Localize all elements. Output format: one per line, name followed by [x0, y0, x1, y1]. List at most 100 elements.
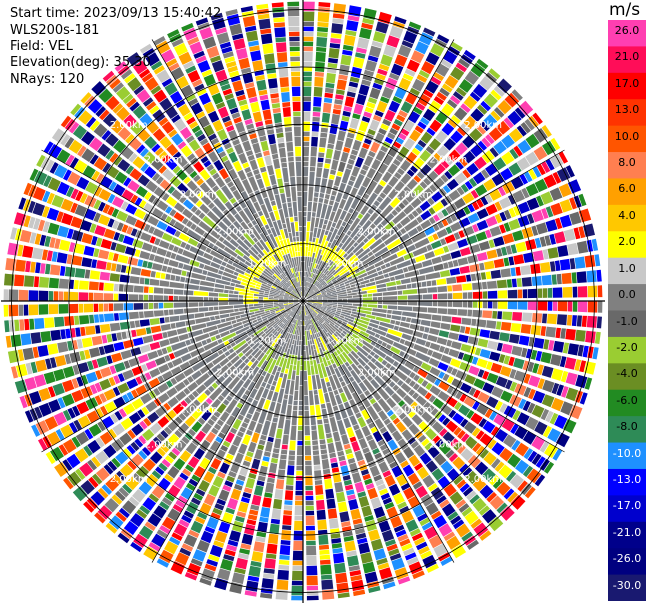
ppi-gate-cell: [383, 253, 398, 264]
ppi-gate-cell: [53, 368, 66, 382]
ppi-gate-cell: [171, 341, 187, 351]
ppi-gate-cell: [204, 526, 216, 534]
ppi-gate-cell: [477, 369, 485, 378]
ppi-gate-cell: [288, 232, 293, 243]
ppi-gate-cell: [343, 34, 356, 46]
ppi-gate-cell: [114, 362, 126, 373]
ppi-gate-cell: [453, 519, 465, 530]
ppi-gate-cell: [328, 133, 336, 145]
ppi-gate-cell: [254, 375, 265, 390]
ppi-gate-cell: [60, 198, 74, 212]
ppi-gate-cell: [414, 41, 429, 55]
ppi-gate-cell: [197, 511, 208, 520]
ppi-gate-cell: [174, 440, 187, 453]
ppi-gate-cell: [464, 436, 478, 449]
ppi-gate-cell: [208, 133, 217, 141]
ppi-gate-cell: [288, 334, 294, 349]
ppi-gate-cell: [505, 245, 513, 255]
ppi-gate-cell: [321, 287, 335, 294]
ppi-gate-cell: [236, 315, 251, 323]
ppi-gate-cell: [94, 395, 103, 406]
ppi-gate-cell: [34, 318, 45, 330]
ppi-gate-cell: [395, 529, 407, 538]
ppi-gate-cell: [75, 190, 84, 202]
ppi-gate-cell: [551, 397, 564, 412]
ppi-gate-cell: [452, 301, 463, 308]
ppi-gate-cell: [500, 390, 513, 403]
ppi-gate-cell: [342, 530, 353, 537]
ppi-gate-cell: [319, 549, 330, 555]
ppi-gate-cell: [493, 85, 505, 97]
ppi-gate-cell: [190, 347, 205, 358]
ppi-gate-cell: [105, 522, 118, 534]
ppi-gate-cell: [476, 358, 488, 369]
colorbar-tick-label: 13.0: [614, 103, 640, 117]
ppi-gate-cell: [270, 200, 276, 206]
ppi-gate-cell: [410, 275, 426, 283]
ppi-gate-cell: [313, 359, 319, 375]
ppi-gate-cell: [358, 438, 368, 450]
ppi-gate-cell: [381, 359, 388, 366]
ppi-gate-cell: [318, 320, 328, 333]
ppi-gate-cell: [317, 273, 325, 282]
ppi-gate-cell: [392, 384, 400, 392]
ppi-gate-cell: [472, 477, 487, 492]
ppi-gate-cell: [269, 143, 278, 155]
ppi-gate-cell: [84, 428, 94, 440]
ppi-gate-cell: [334, 562, 346, 574]
ppi-gate-cell: [368, 150, 376, 158]
ppi-gate-cell: [421, 438, 430, 447]
ppi-gate-cell: [218, 302, 229, 306]
ppi-gate-cell: [155, 405, 167, 417]
ppi-gate-cell: [342, 321, 347, 326]
ppi-gate-cell: [438, 381, 450, 392]
ppi-gate-cell: [141, 406, 150, 416]
ppi-gate-cell: [60, 424, 74, 439]
ppi-gate-cell: [575, 329, 586, 342]
ppi-gate-cell: [389, 553, 402, 561]
ppi-gate-cell: [317, 298, 323, 300]
ppi-gate-cell: [384, 385, 395, 396]
ppi-gate-cell: [439, 269, 451, 278]
ppi-gate-cell: [321, 408, 328, 419]
ppi-gate-cell: [537, 364, 544, 375]
ppi-gate-cell: [355, 156, 364, 168]
ppi-gate-cell: [576, 315, 582, 327]
ppi-gate-cell: [245, 150, 254, 157]
ppi-gate-cell: [102, 70, 115, 82]
ppi-gate-cell: [293, 304, 300, 312]
ppi-gate-cell: [86, 497, 98, 510]
ppi-gate-cell: [525, 183, 539, 197]
ppi-gate-cell: [373, 548, 387, 561]
ppi-gate-cell: [468, 177, 478, 188]
ppi-gate-cell: [218, 325, 233, 333]
ppi-gate-cell: [372, 308, 387, 314]
ppi-gate-cell: [519, 173, 529, 185]
ppi-gate-cell: [344, 96, 355, 108]
ppi-gate-cell: [214, 288, 224, 293]
ppi-gate-cell: [290, 61, 300, 67]
ppi-gate-cell: [24, 410, 34, 423]
ppi-gate-cell: [343, 212, 352, 223]
ppi-gate-cell: [366, 227, 380, 240]
ppi-gate-cell: [389, 127, 398, 136]
ppi-gate-cell: [296, 455, 303, 466]
ppi-gate-cell: [292, 318, 295, 324]
ppi-gate-cell: [159, 525, 171, 535]
ppi-gate-cell: [291, 306, 295, 310]
colorbar-tick-label: 4.0: [618, 208, 636, 222]
ppi-gate-cell: [292, 570, 303, 581]
ppi-gate-cell: [149, 318, 160, 326]
ppi-gate-cell: [474, 184, 488, 197]
ppi-gate-cell: [306, 530, 316, 541]
ppi-gate-cell: [289, 280, 296, 289]
ppi-gate-cell: [432, 301, 438, 307]
ppi-gate-cell: [333, 552, 345, 564]
ppi-gate-cell: [250, 560, 262, 568]
ppi-gate-cell: [518, 335, 530, 346]
ppi-gate-cell: [352, 269, 366, 278]
ppi-gate-cell: [328, 375, 337, 391]
ppi-gate-cell: [255, 74, 265, 81]
ppi-gate-cell: [480, 272, 487, 280]
